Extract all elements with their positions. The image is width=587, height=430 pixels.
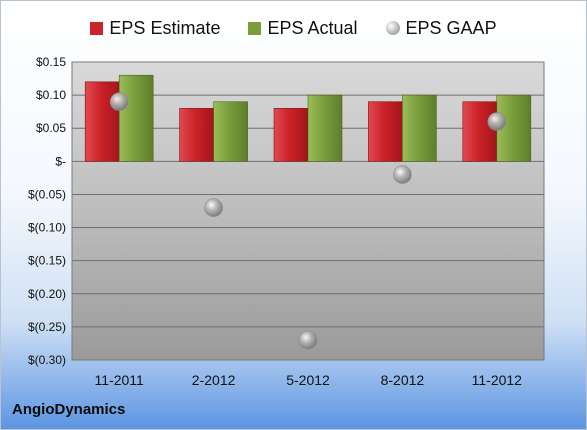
x-tick-label: 8-2012 xyxy=(381,372,425,388)
x-tick-label: 11-2012 xyxy=(472,372,523,388)
chart-legend: EPS Estimate EPS Actual EPS GAAP xyxy=(0,16,587,40)
y-tick-label: $0.10 xyxy=(36,88,66,102)
x-tick-label: 11-2011 xyxy=(95,372,145,388)
bar-eps-actual xyxy=(307,94,343,162)
y-tick-label: $(0.15) xyxy=(28,254,66,268)
bar-eps-estimate xyxy=(273,108,309,162)
company-name: AngioDynamics xyxy=(12,401,126,418)
bar-eps-estimate xyxy=(179,108,214,162)
y-tick-label: $0.15 xyxy=(36,55,66,69)
x-tick-label: 2-2012 xyxy=(192,372,236,388)
legend-swatch-estimate xyxy=(90,21,104,35)
y-tick-label: $- xyxy=(55,154,66,168)
point-eps-gaap xyxy=(487,112,507,131)
y-tick-label: $0.05 xyxy=(36,121,66,135)
y-tick-label: $(0.20) xyxy=(28,287,66,301)
legend-label-gaap: EPS GAAP xyxy=(405,17,497,38)
point-eps-gaap xyxy=(204,198,223,217)
legend-item-estimate: EPS Estimate xyxy=(90,18,220,39)
point-eps-gaap xyxy=(393,165,412,184)
y-tick-label: $(0.25) xyxy=(28,320,66,334)
legend-label-estimate: EPS Estimate xyxy=(109,17,221,38)
bar-eps-actual xyxy=(402,94,437,162)
legend-swatch-actual xyxy=(248,21,262,35)
plot-border xyxy=(71,61,545,361)
bar-eps-estimate xyxy=(462,101,498,162)
y-tick-label: $(0.05) xyxy=(28,187,66,201)
point-eps-gaap xyxy=(109,92,129,112)
x-tick-label: 5-2012 xyxy=(286,372,330,388)
legend-marker-gaap xyxy=(385,21,400,35)
legend-item-gaap: EPS GAAP xyxy=(385,17,497,39)
legend-label-actual: EPS Actual xyxy=(267,17,358,38)
bar-eps-actual xyxy=(118,74,154,162)
y-tick-label: $(0.30) xyxy=(28,353,66,367)
bar-eps-estimate xyxy=(84,81,120,162)
legend-item-actual: EPS Actual xyxy=(248,17,358,39)
bar-eps-estimate xyxy=(368,101,403,162)
y-tick-label: $(0.10) xyxy=(28,221,66,235)
bar-eps-actual xyxy=(213,101,248,162)
point-eps-gaap xyxy=(298,330,318,350)
